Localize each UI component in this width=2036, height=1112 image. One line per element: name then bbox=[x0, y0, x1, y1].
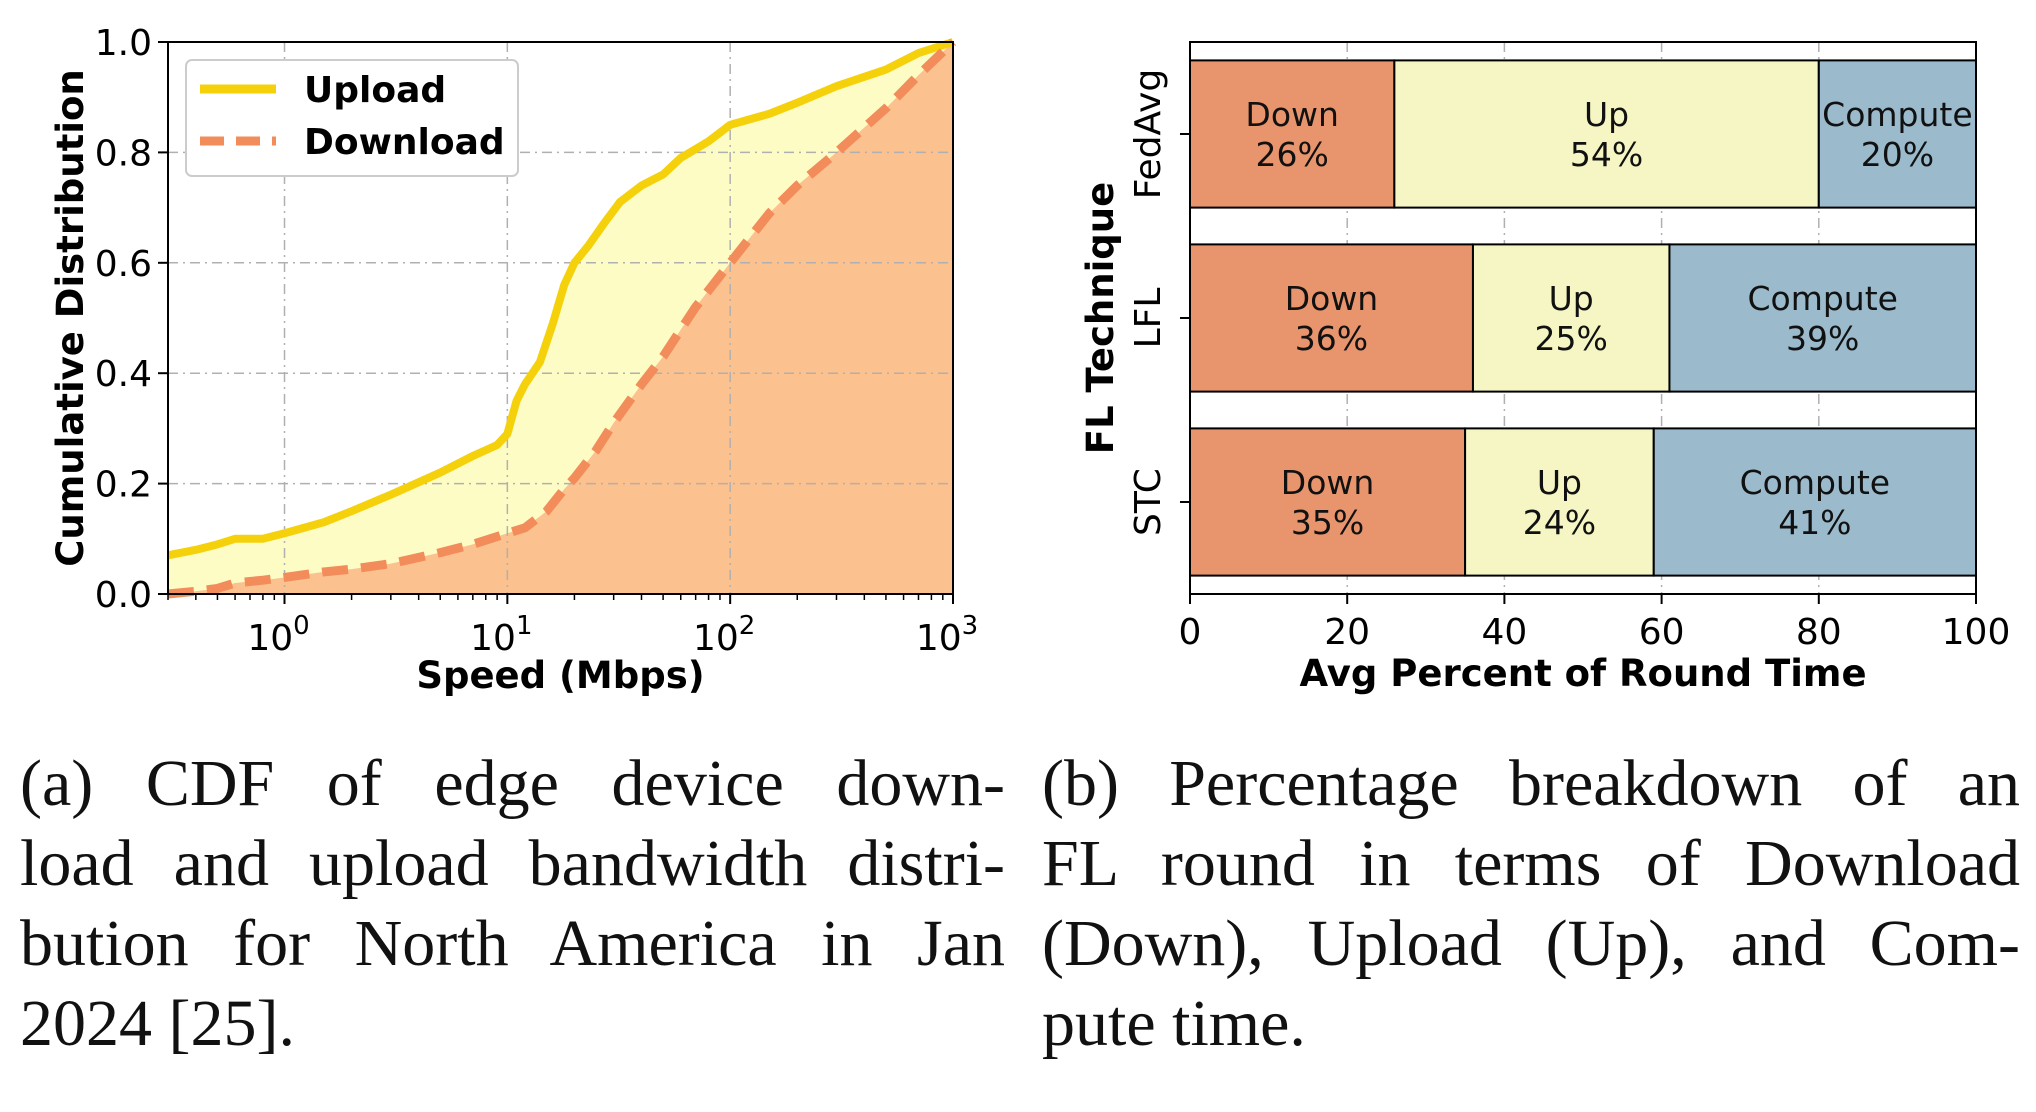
cdf-y-axis-label: Cumulative Distribution bbox=[49, 69, 92, 567]
bar-segment-compute bbox=[1668, 243, 1977, 393]
cdf-x-axis-label: Speed (Mbps) bbox=[416, 654, 704, 697]
category-label: LFL bbox=[1128, 288, 1169, 349]
caption-b-line: FL round in terms of Download bbox=[1042, 827, 2020, 900]
y-tick-label: 0.6 bbox=[95, 244, 152, 285]
y-tick-label: 0.8 bbox=[95, 133, 152, 174]
bar-segment-up bbox=[1471, 243, 1671, 393]
y-tick-label: 0.2 bbox=[95, 465, 152, 506]
cdf-line-download bbox=[167, 38, 957, 599]
bar-segment-compute bbox=[1652, 427, 1977, 577]
x-tick-label: 100 bbox=[1942, 612, 2011, 653]
x-tick-label: 20 bbox=[1324, 612, 1370, 653]
category-label: FedAvg bbox=[1128, 69, 1169, 199]
segment-name-label: Up bbox=[1549, 279, 1594, 318]
segment-name-label: Compute bbox=[1822, 95, 1972, 134]
segment-name-label: Compute bbox=[1747, 279, 1897, 318]
caption-b-line: pute time. bbox=[1042, 987, 1306, 1060]
bar-segment-down bbox=[1189, 59, 1396, 209]
bar-segment-up bbox=[1393, 59, 1820, 209]
segment-value-label: 36% bbox=[1295, 319, 1368, 358]
breakdown-bars: Down26%Up54%Compute20%Down36%Up25%Comput… bbox=[1189, 59, 1978, 577]
breakdown-chart: Down26%Up54%Compute20%Down36%Up25%Comput… bbox=[1079, 41, 2010, 695]
cdf-lines bbox=[167, 38, 957, 599]
segment-value-label: 54% bbox=[1570, 135, 1643, 174]
y-tick-label: 1.0 bbox=[95, 23, 152, 64]
cdf-line-upload bbox=[167, 38, 955, 560]
segment-name-label: Down bbox=[1245, 95, 1339, 134]
caption-a-line: bution for North America in Jan bbox=[20, 907, 1005, 980]
segment-name-label: Compute bbox=[1740, 463, 1890, 502]
segment-name-label: Up bbox=[1584, 95, 1629, 134]
bar-segment-down bbox=[1189, 427, 1467, 577]
caption-b: (b) Percentage breakdown of an FL round … bbox=[1042, 744, 2020, 1064]
segment-name-label: Down bbox=[1285, 279, 1379, 318]
caption-b-line: (b) Percentage breakdown of an bbox=[1042, 747, 2020, 820]
segment-name-label: Down bbox=[1281, 463, 1375, 502]
x-tick-label: 102 bbox=[693, 611, 755, 659]
segment-value-label: 25% bbox=[1535, 319, 1608, 358]
x-tick-label: 60 bbox=[1639, 612, 1685, 653]
legend-label-upload: Upload bbox=[304, 70, 446, 111]
bar-segment-compute bbox=[1817, 59, 1978, 209]
x-tick-label: 40 bbox=[1481, 612, 1527, 653]
bar-segment-up bbox=[1464, 427, 1655, 577]
x-tick-label: 80 bbox=[1796, 612, 1842, 653]
y-tick-label: 0.0 bbox=[95, 575, 152, 616]
segment-name-label: Up bbox=[1537, 463, 1582, 502]
cdf-plot-frame bbox=[167, 41, 954, 595]
caption-a: (a) CDF of edge device down- load and up… bbox=[20, 744, 1005, 1064]
legend-label-download: Download bbox=[304, 122, 505, 163]
caption-a-line: load and upload bandwidth distri- bbox=[20, 827, 1005, 900]
segment-value-label: 24% bbox=[1523, 503, 1596, 542]
segment-value-label: 20% bbox=[1861, 135, 1934, 174]
cdf-area-fills bbox=[168, 42, 953, 594]
segment-value-label: 26% bbox=[1256, 135, 1329, 174]
segment-value-label: 35% bbox=[1291, 503, 1364, 542]
cdf-legend: Upload Download bbox=[185, 59, 519, 177]
segment-value-label: 39% bbox=[1786, 319, 1859, 358]
category-label: STC bbox=[1128, 468, 1169, 536]
x-tick-label: 100 bbox=[247, 611, 309, 659]
x-tick-label: 101 bbox=[470, 611, 532, 659]
y-tick-label: 0.4 bbox=[95, 354, 152, 395]
breakdown-x-axis-label: Avg Percent of Round Time bbox=[1299, 652, 1866, 695]
x-tick-label: 103 bbox=[916, 611, 978, 659]
breakdown-y-axis-label: FL Technique bbox=[1079, 182, 1122, 454]
cdf-chart: 100 101 102 103 0.0 0.2 0.4 0.6 0.8 1.0 Speed (Mb… bbox=[49, 23, 978, 697]
cdf-axis-ticks: 100 101 102 103 0.0 0.2 0.4 0.6 0.8 1.0 bbox=[95, 23, 978, 659]
cdf-area-download bbox=[168, 42, 953, 594]
caption-b-line: (Down), Upload (Up), and Com- bbox=[1042, 907, 2020, 980]
caption-a-line: (a) CDF of edge device down- bbox=[20, 747, 1005, 820]
bar-segment-down bbox=[1189, 243, 1474, 393]
caption-a-line: 2024 [25]. bbox=[20, 987, 295, 1060]
x-tick-label: 0 bbox=[1179, 612, 1202, 653]
breakdown-axis-ticks: FedAvg LFL STC 0 20 40 60 80 100 bbox=[1128, 69, 2010, 653]
segment-value-label: 41% bbox=[1778, 503, 1851, 542]
